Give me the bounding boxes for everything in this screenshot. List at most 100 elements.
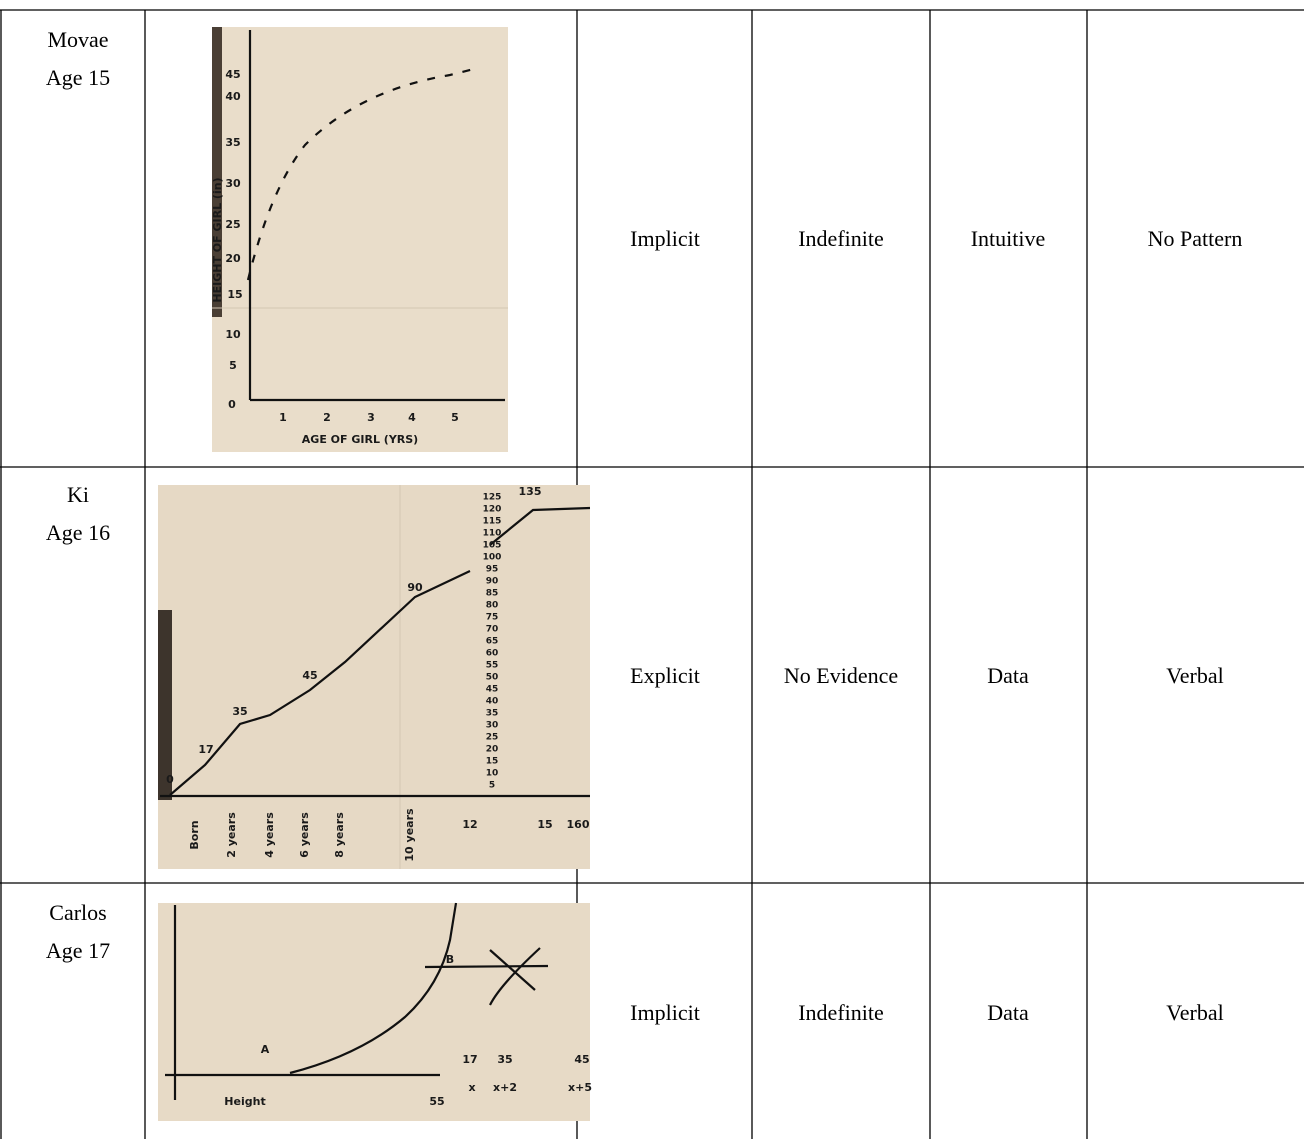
handwritten-label: 15 bbox=[227, 288, 242, 301]
handwritten-scale: 90 bbox=[486, 577, 499, 587]
category-cell: Implicit bbox=[630, 1000, 700, 1025]
handwritten-label: Born bbox=[188, 820, 201, 849]
handwritten-label: 35 bbox=[232, 705, 247, 718]
photo bbox=[158, 902, 590, 1121]
paper bbox=[158, 485, 590, 869]
handwritten-label: Height bbox=[224, 1095, 265, 1108]
handwritten-scale: 110 bbox=[483, 529, 502, 539]
handwritten-label: 17 bbox=[462, 1053, 477, 1066]
handwritten-label: 17 bbox=[198, 743, 213, 756]
handwritten-label: 3 bbox=[367, 411, 375, 424]
student-age: Age 17 bbox=[46, 938, 110, 963]
line bbox=[424, 964, 549, 969]
handwritten-scale: 85 bbox=[486, 589, 499, 599]
student-age: Age 15 bbox=[46, 65, 110, 90]
handwritten-label: x bbox=[468, 1081, 475, 1094]
category-cell: Data bbox=[987, 1000, 1029, 1025]
handwritten-label: 40 bbox=[225, 90, 241, 103]
category-cell: No Evidence bbox=[784, 663, 898, 688]
category-cell: Data bbox=[987, 663, 1029, 688]
curve bbox=[246, 66, 479, 281]
handwritten-scale: 30 bbox=[486, 721, 499, 731]
category-cell: Verbal bbox=[1166, 663, 1223, 688]
handwritten-scale: 50 bbox=[486, 673, 499, 683]
handwritten-scale: 65 bbox=[486, 637, 499, 647]
shadow bbox=[212, 27, 222, 317]
handwritten-label: 6 years bbox=[298, 812, 311, 858]
handwritten-scale: 20 bbox=[486, 745, 499, 755]
curve bbox=[169, 570, 471, 796]
handwritten-label: 35 bbox=[225, 136, 240, 149]
handwritten-label: 10 bbox=[225, 328, 241, 341]
handwritten-scale: 95 bbox=[486, 565, 499, 575]
category-cell: No Pattern bbox=[1148, 226, 1243, 251]
handwritten-scale: 5 bbox=[489, 781, 495, 791]
handwritten-label: 8 years bbox=[333, 812, 346, 858]
handwritten-label: 90 bbox=[407, 581, 423, 594]
handwritten-label: 45 bbox=[574, 1053, 589, 1066]
handwritten-label: 5 bbox=[229, 359, 237, 372]
student-age: Age 16 bbox=[46, 520, 110, 545]
handwritten-label: 0 bbox=[228, 398, 236, 411]
handwritten-label: 4 bbox=[408, 411, 416, 424]
handwritten-scale: 10 bbox=[486, 769, 499, 779]
photo bbox=[158, 485, 591, 869]
handwritten-label: 15 bbox=[537, 818, 552, 831]
handwritten-label: 5 bbox=[451, 411, 459, 424]
handwritten-label: 35 bbox=[497, 1053, 512, 1066]
handwritten-label: AGE OF GIRL (YRS) bbox=[302, 433, 418, 446]
category-cell: Explicit bbox=[630, 663, 700, 688]
handwritten-label: 45 bbox=[225, 68, 240, 81]
handwritten-scale: 60 bbox=[486, 649, 499, 659]
handwritten-scale: 100 bbox=[483, 553, 502, 563]
handwritten-label: 30 bbox=[225, 177, 241, 190]
cross bbox=[489, 949, 536, 991]
handwritten-scale: 15 bbox=[486, 757, 499, 767]
handwritten-label: x+2 bbox=[493, 1081, 517, 1094]
photo bbox=[212, 27, 508, 452]
handwritten-scale: 35 bbox=[486, 709, 499, 719]
handwritten-scale: 80 bbox=[486, 601, 499, 611]
student-name: Carlos bbox=[49, 900, 106, 925]
handwritten-label: 45 bbox=[302, 669, 317, 682]
handwritten-scale: 70 bbox=[486, 625, 499, 635]
handwritten-label: 4 years bbox=[263, 812, 276, 858]
student-name: Ki bbox=[67, 482, 89, 507]
category-cell: Verbal bbox=[1166, 1000, 1223, 1025]
shadow bbox=[158, 610, 172, 800]
handwritten-label: 0 bbox=[166, 773, 174, 786]
cross bbox=[489, 947, 541, 1006]
handwritten-label: 135 bbox=[519, 485, 542, 498]
handwritten-label: 2 bbox=[323, 411, 331, 424]
curve bbox=[289, 902, 458, 1075]
handwritten-label: 1 bbox=[279, 411, 287, 424]
handwritten-label: 160 bbox=[567, 818, 590, 831]
handwritten-scale: 75 bbox=[486, 613, 499, 623]
handwritten-label: 55 bbox=[429, 1095, 444, 1108]
handwritten-label: 20 bbox=[225, 252, 241, 265]
handwritten-label: 2 years bbox=[225, 812, 238, 858]
handwritten-label: HEIGHT OF GIRL (in) bbox=[211, 177, 224, 302]
category-cell: Indefinite bbox=[798, 1000, 884, 1025]
category-cell: Implicit bbox=[630, 226, 700, 251]
handwritten-label: 10 years bbox=[403, 808, 416, 862]
handwritten-scale: 115 bbox=[483, 517, 502, 527]
handwritten-label: A bbox=[261, 1043, 270, 1056]
handwritten-label: B bbox=[446, 953, 454, 966]
curve bbox=[489, 506, 591, 546]
paper bbox=[212, 27, 508, 452]
handwritten-scale: 120 bbox=[483, 505, 502, 515]
student-name: Movae bbox=[47, 27, 108, 52]
paper bbox=[158, 903, 590, 1121]
handwritten-scale: 55 bbox=[486, 661, 499, 671]
handwritten-label: 25 bbox=[225, 218, 240, 231]
category-cell: Indefinite bbox=[798, 226, 884, 251]
handwritten-scale: 105 bbox=[483, 541, 502, 551]
category-cell: Intuitive bbox=[971, 226, 1046, 251]
handwritten-label: x+5 bbox=[568, 1081, 592, 1094]
handwritten-scale: 45 bbox=[486, 685, 499, 695]
handwritten-scale: 125 bbox=[483, 493, 502, 503]
handwritten-scale: 25 bbox=[486, 733, 499, 743]
handwritten-label: 12 bbox=[462, 818, 477, 831]
